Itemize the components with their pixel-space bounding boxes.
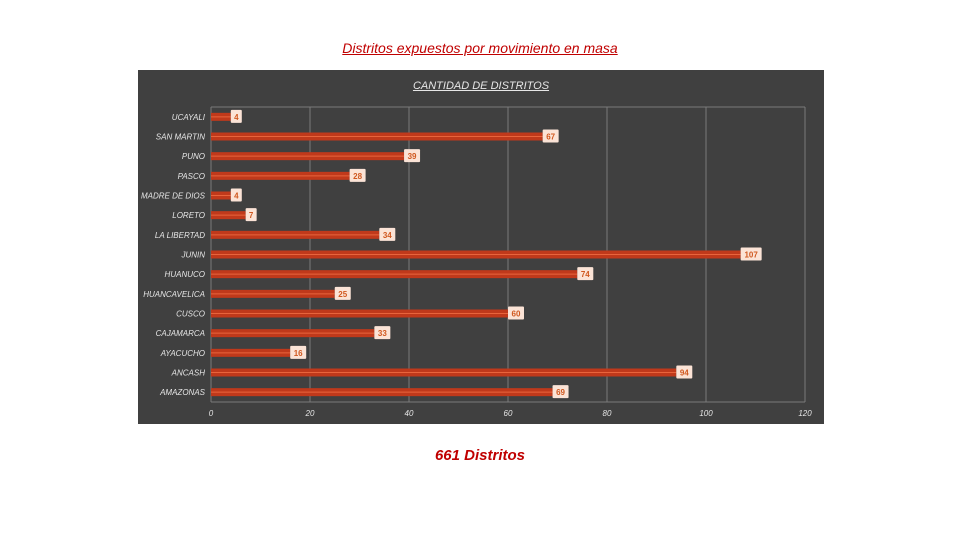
data-label-san-martin: 67 [546, 133, 555, 142]
data-label-box-ancash [676, 365, 693, 379]
x-tick-label-40: 40 [405, 409, 414, 418]
y-tick-label-pasco: PASCO [178, 172, 205, 181]
data-label-ayacucho: 16 [294, 349, 303, 358]
data-label-box-ucayali [230, 109, 242, 123]
data-label-junin: 107 [744, 251, 758, 260]
x-tick-label-0: 0 [209, 409, 214, 418]
chart-panel: CANTIDAD DE DISTRITOS 0 20 40 60 80 100 120 UCA… [138, 70, 824, 424]
data-label-la-libertad: 34 [383, 231, 392, 240]
total-districts-label: 661 Distritos [434, 447, 526, 464]
y-tick-label-cajamarca: CAJAMARCA [156, 329, 205, 338]
data-label-box-junin [740, 247, 762, 261]
chart-title: CANTIDAD DE DISTRITOS [412, 80, 550, 92]
data-label-box-ayacucho [290, 345, 307, 359]
y-tick-label-cusco: CUSCO [176, 310, 205, 319]
y-tick-label-madre-de-dios: MADRE DE DIOS [141, 192, 206, 201]
y-tick-label-san-martin: SAN MARTIN [156, 133, 205, 142]
data-label-box-amazonas [552, 385, 569, 399]
data-label-box-loreto [245, 208, 257, 222]
data-label-loreto: 7 [249, 211, 254, 220]
data-label-pasco: 28 [353, 172, 362, 181]
x-tick-label-120: 120 [798, 409, 812, 418]
x-tick-label-100: 100 [699, 409, 713, 418]
data-label-box-puno [404, 149, 421, 163]
y-tick-label-ancash: ANCASH [171, 369, 206, 378]
x-tick-label-80: 80 [603, 409, 612, 418]
y-tick-label-huanuco: HUANUCO [165, 270, 205, 279]
data-label-ancash: 94 [680, 369, 689, 378]
y-tick-label-ayacucho: AYACUCHO [160, 349, 205, 358]
data-label-huancavelica: 25 [338, 290, 347, 299]
data-label-cajamarca: 33 [378, 329, 387, 338]
y-tick-label-junin: JUNIN [180, 251, 205, 260]
data-label-box-madre-de-dios [230, 188, 242, 202]
data-label-box-huancavelica [334, 286, 351, 300]
y-tick-label-ucayali: UCAYALI [172, 113, 206, 122]
x-tick-label-20: 20 [305, 409, 315, 418]
data-label-madre-de-dios: 4 [234, 192, 239, 201]
y-tick-label-loreto: LORETO [172, 211, 205, 220]
data-label-box-cajamarca [374, 326, 391, 340]
data-label-box-san-martin [542, 129, 559, 143]
data-label-box-huanuco [577, 267, 594, 281]
y-tick-label-la-libertad: LA LIBERTAD [155, 231, 205, 240]
data-label-box-la-libertad [379, 227, 396, 241]
data-label-box-cusco [508, 306, 524, 320]
data-label-cusco: 60 [512, 310, 521, 319]
page-title: Distritos expuestos por movimiento en ma… [342, 40, 618, 56]
data-label-ucayali: 4 [234, 113, 239, 122]
y-tick-label-huancavelica: HUANCAVELICA [143, 290, 205, 299]
data-label-puno: 39 [408, 152, 417, 161]
y-tick-label-amazonas: AMAZONAS [159, 388, 206, 397]
y-tick-label-puno: PUNO [182, 152, 205, 161]
data-label-box-pasco [349, 168, 366, 182]
data-label-amazonas: 69 [556, 388, 565, 397]
bar-chart: 0 20 40 60 80 100 120 UCAYALI 4 SAN MARTIN 67 PUNO 3… [141, 106, 812, 418]
x-tick-label-60: 60 [504, 409, 513, 418]
data-label-huanuco: 74 [581, 270, 590, 279]
